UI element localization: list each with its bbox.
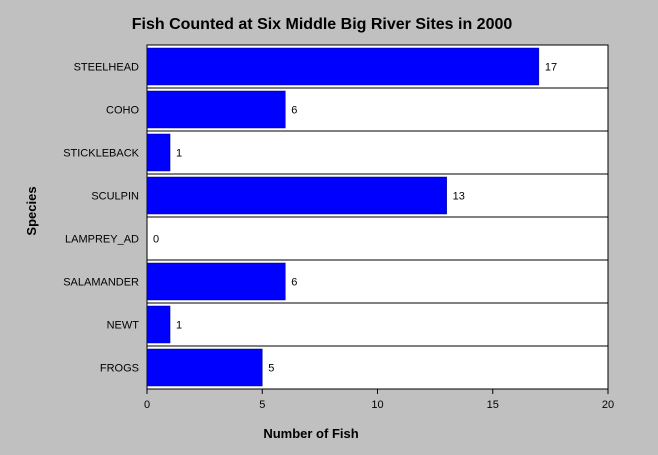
y-tick-label-salamander: SALAMANDER [63, 277, 139, 289]
bars [146, 47, 540, 387]
bar-newt [146, 305, 171, 344]
y-axis-tick-labels: STEELHEAD COHO STICKLEBACK SCULPIN LAMPREY_A… [63, 62, 139, 375]
data-label-sculpin: 13 [453, 191, 465, 203]
y-tick-label-frogs: FROGS [100, 363, 139, 375]
data-label-lamprey_ad: 0 [153, 234, 159, 246]
y-axis-title: Species [24, 186, 39, 235]
x-tick-label: 5 [259, 399, 265, 411]
y-tick-label-steelhead: STEELHEAD [74, 62, 139, 74]
x-tick-label: 0 [144, 399, 150, 411]
bar-steelhead [146, 47, 540, 86]
x-axis-ticks: 0 5 10 15 20 [144, 389, 614, 411]
data-label-coho: 6 [291, 105, 297, 117]
data-label-frogs: 5 [268, 363, 274, 375]
x-tick-label: 10 [371, 399, 383, 411]
x-axis-title: Number of Fish [263, 426, 358, 441]
y-tick-label-stickleback: STICKLEBACK [63, 148, 139, 160]
bar-frogs [146, 348, 263, 387]
bar-sculpin [146, 176, 447, 215]
data-label-stickleback: 1 [176, 148, 182, 160]
y-tick-label-sculpin: SCULPIN [91, 191, 139, 203]
category-separators [147, 87, 608, 347]
y-tick-label-newt: NEWT [107, 320, 140, 332]
data-label-steelhead: 17 [545, 62, 557, 74]
data-label-salamander: 6 [291, 277, 297, 289]
chart-title: Fish Counted at Six Middle Big River Sit… [132, 16, 513, 33]
data-labels: 17 6 1 13 0 6 1 5 [153, 62, 557, 375]
x-tick-label: 15 [487, 399, 499, 411]
y-tick-label-lamprey_ad: LAMPREY_AD [65, 234, 139, 246]
bar-salamander [146, 262, 286, 301]
bar-coho [146, 90, 286, 129]
x-tick-label: 20 [602, 399, 614, 411]
y-tick-label-coho: COHO [106, 105, 139, 117]
data-label-newt: 1 [176, 320, 182, 332]
bar-stickleback [146, 133, 171, 172]
